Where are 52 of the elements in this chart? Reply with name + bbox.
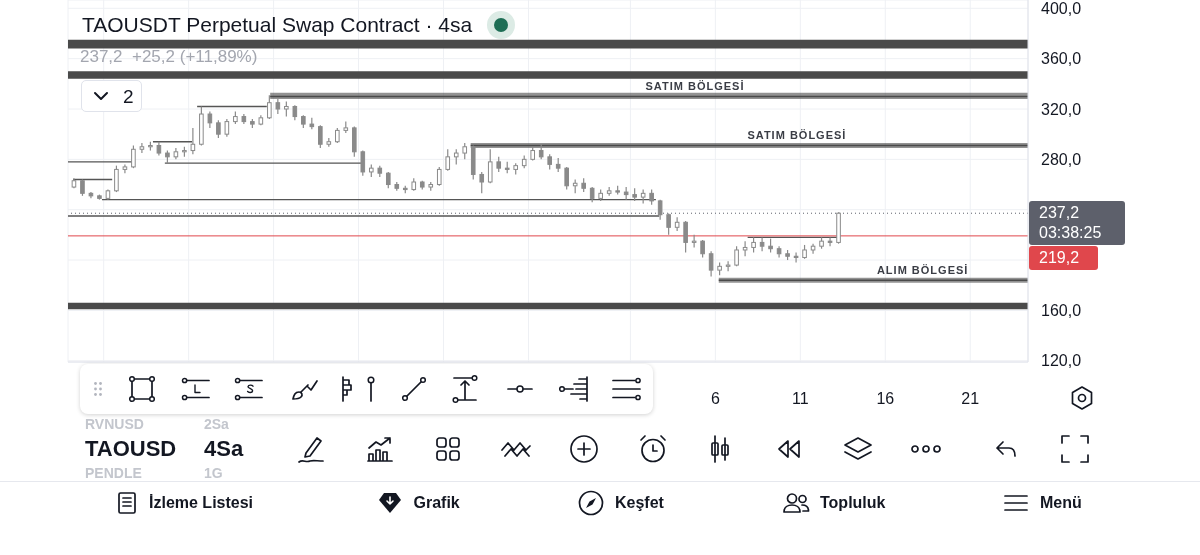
candlestick — [139, 142, 145, 154]
text: Topluluk — [820, 494, 886, 511]
text: TAOUSDT Perpetual Swap Contract · 4sa — [82, 13, 473, 36]
x-tick-label: 6 — [710, 389, 720, 407]
text: 2Sa — [204, 416, 229, 432]
text: 237,2 +25,2 (+11,89%) — [80, 47, 258, 66]
candlestick — [691, 234, 697, 249]
candlestick — [436, 166, 442, 187]
candlestick — [759, 236, 765, 252]
text: Keşfet — [615, 494, 664, 511]
candlestick — [122, 163, 128, 174]
text: 4Sa — [204, 436, 244, 461]
y-tick-label: 280,0 — [1041, 150, 1082, 168]
text: 1G — [204, 465, 223, 481]
text: Grafik — [413, 494, 460, 511]
candlestick — [793, 251, 799, 264]
candlestick — [318, 124, 323, 149]
y-tick-label: 120,0 — [1041, 352, 1082, 370]
candlestick — [445, 148, 451, 172]
annotation: SATIM BÖLGESİ — [747, 129, 847, 141]
candlestick — [666, 212, 671, 236]
candlestick — [360, 149, 366, 177]
text: RVNUSD — [85, 416, 144, 432]
y-tick-label: 360,0 — [1041, 50, 1082, 68]
annotation: SATIM BÖLGESİ — [645, 79, 745, 92]
y-tick-label: 400,0 — [1041, 0, 1082, 17]
candlestick — [267, 94, 272, 120]
annotation: ALIM BÖLGESİ — [876, 263, 969, 276]
x-tick-label: 21 — [961, 389, 980, 407]
candlestick — [708, 250, 714, 278]
text: Menü — [1040, 494, 1082, 511]
candlestick — [114, 165, 119, 193]
candlestick — [487, 148, 493, 184]
candlestick — [352, 126, 357, 158]
annotation: 2 — [123, 85, 134, 107]
candlestick — [683, 220, 688, 254]
x-tick-label: 16 — [876, 389, 895, 407]
candlestick — [742, 240, 748, 257]
candlestick — [564, 166, 569, 191]
candlestick — [190, 127, 196, 155]
ref-line-label: 219,2 — [1039, 249, 1080, 267]
candlestick — [479, 171, 485, 194]
text: TAOUSD — [85, 436, 177, 461]
text: İzleme Listesi — [149, 494, 254, 511]
ref-line-label: 237,2 03:38:25 — [1039, 204, 1102, 242]
candlestick — [674, 216, 680, 232]
y-tick-label: 160,0 — [1041, 301, 1082, 319]
text: PENDLE — [85, 465, 142, 481]
y-tick-label: 320,0 — [1041, 100, 1082, 118]
candlestick — [725, 260, 731, 272]
candlestick — [827, 236, 833, 247]
x-tick-label: 11 — [792, 389, 809, 407]
